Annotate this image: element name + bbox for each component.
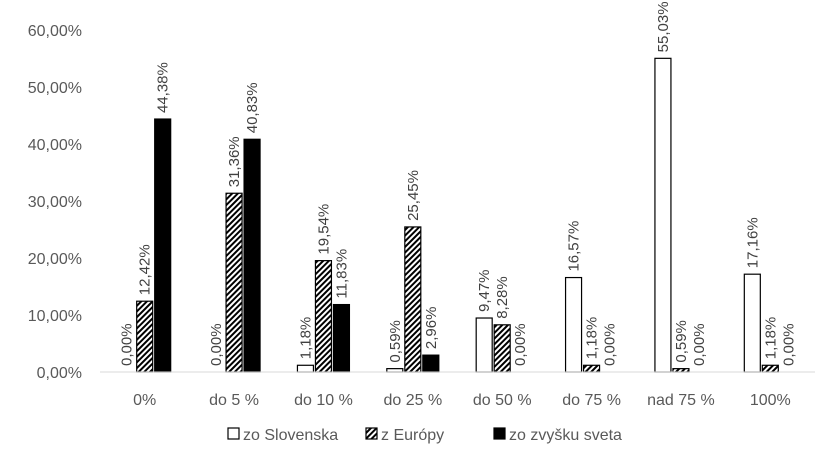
bar bbox=[386, 368, 404, 373]
data-label: 17,16% bbox=[744, 217, 761, 268]
x-tick-label: 100% bbox=[750, 392, 791, 409]
bar bbox=[136, 300, 154, 373]
y-tick-label: 20,00% bbox=[28, 251, 82, 268]
legend-label: z Európy bbox=[381, 427, 444, 444]
legend-swatch bbox=[227, 427, 240, 440]
x-tick-label: do 10 % bbox=[294, 392, 353, 409]
bar bbox=[761, 364, 779, 373]
legend: zo Slovenska z Európy zo zvyšku sveta bbox=[227, 427, 622, 444]
bar bbox=[404, 226, 422, 373]
x-tick-label: do 75 % bbox=[562, 392, 621, 409]
legend-swatch bbox=[493, 427, 506, 440]
data-label: 2,96% bbox=[423, 307, 440, 350]
data-label: 19,54% bbox=[315, 204, 332, 255]
bar bbox=[672, 368, 690, 373]
bar bbox=[243, 138, 261, 373]
y-tick-label: 30,00% bbox=[28, 194, 82, 211]
data-label: 0,00% bbox=[119, 323, 136, 366]
data-label: 31,36% bbox=[226, 136, 243, 187]
y-axis: 0,00% 10,00% 20,00% 30,00% 40,00% 50,00% 60,00… bbox=[28, 23, 82, 382]
bar bbox=[332, 303, 351, 373]
data-label: 55,03% bbox=[655, 1, 672, 52]
data-label: 0,00% bbox=[512, 323, 529, 366]
data-label: 25,45% bbox=[405, 170, 422, 221]
data-label: 0,59% bbox=[673, 320, 690, 363]
data-label: 9,47% bbox=[476, 269, 493, 312]
data-label: 1,18% bbox=[762, 317, 779, 360]
bar bbox=[493, 324, 511, 373]
legend-label: zo zvyšku sveta bbox=[509, 427, 622, 444]
x-axis: 0% do 5 % do 10 % do 25 % do 50 % do 75 % nad … bbox=[100, 371, 815, 409]
data-label: 1,18% bbox=[584, 317, 601, 360]
x-tick-label: 0% bbox=[133, 392, 156, 409]
data-label: 40,83% bbox=[244, 82, 261, 133]
data-label: 0,00% bbox=[602, 323, 619, 366]
bar bbox=[314, 260, 333, 373]
x-tick-label: do 5 % bbox=[209, 392, 259, 409]
y-tick-label: 10,00% bbox=[28, 308, 82, 325]
bar bbox=[154, 118, 172, 373]
data-label: 16,57% bbox=[566, 221, 583, 272]
data-label: 0,00% bbox=[691, 323, 708, 366]
plot-area: 0,00% 12,42% 44,38% 0,00% 31,36%40,83% 1,18% 1… bbox=[119, 1, 797, 373]
y-tick-label: 50,00% bbox=[28, 80, 82, 97]
bar bbox=[564, 276, 583, 373]
data-label: 0,00% bbox=[780, 323, 797, 366]
bar bbox=[654, 57, 672, 373]
bar bbox=[225, 192, 243, 373]
legend-swatch bbox=[365, 427, 378, 440]
legend-label: zo Slovenska bbox=[243, 427, 338, 444]
y-tick-label: 60,00% bbox=[28, 23, 82, 40]
bar bbox=[582, 364, 601, 373]
data-label: 44,38% bbox=[155, 62, 172, 113]
data-label: 1,18% bbox=[297, 317, 314, 360]
x-tick-label: do 25 % bbox=[383, 392, 442, 409]
bar bbox=[475, 317, 493, 373]
data-label: 0,59% bbox=[387, 320, 404, 363]
bar bbox=[743, 273, 761, 373]
data-label: 11,83% bbox=[333, 249, 350, 299]
x-tick-label: nad 75 % bbox=[647, 392, 715, 409]
y-tick-label: 40,00% bbox=[28, 137, 82, 154]
data-label: 8,28% bbox=[494, 276, 511, 319]
bar bbox=[296, 364, 315, 373]
data-label: 12,42% bbox=[137, 244, 154, 295]
y-tick-label: 0,00% bbox=[37, 365, 82, 382]
data-label: 0,00% bbox=[208, 323, 225, 366]
x-tick-label: do 50 % bbox=[473, 392, 532, 409]
bar bbox=[422, 354, 440, 373]
